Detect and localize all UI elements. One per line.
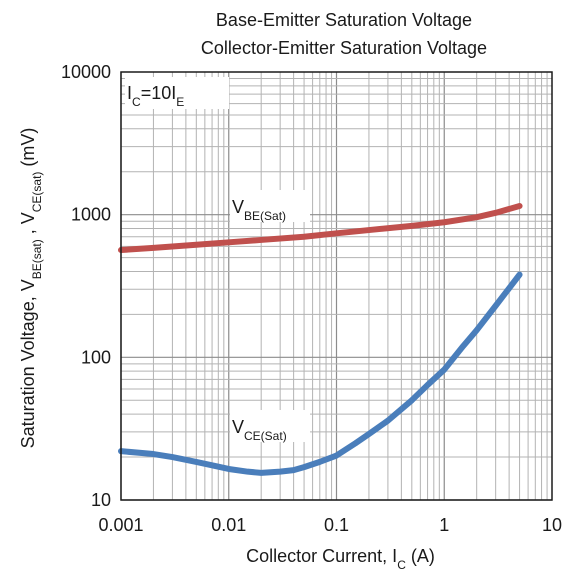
chart-title-line-1: Base-Emitter Saturation Voltage xyxy=(216,10,472,30)
annotations: IC=10IE VBE(Sat) VCE(Sat) xyxy=(125,77,310,443)
plot-frame xyxy=(120,71,553,501)
x-axis-label: Collector Current, IC (A) xyxy=(246,546,435,572)
grid-lines xyxy=(120,72,552,501)
y-axis-label: Saturation Voltage, VBE(sat) , VCE(sat) … xyxy=(18,128,44,449)
series-layer xyxy=(118,203,523,476)
vce-label-background xyxy=(230,410,310,442)
vbe-series-label: VBE(Sat) xyxy=(232,197,286,223)
y-tick-label: 10 xyxy=(91,490,111,510)
x-tick-label: 0.1 xyxy=(324,515,349,535)
chart-title-line-2: Collector-Emitter Saturation Voltage xyxy=(201,38,487,58)
chart-title: Base-Emitter Saturation Voltage Collecto… xyxy=(201,10,487,58)
x-tick-label: 0.01 xyxy=(211,515,246,535)
y-tick-label: 1000 xyxy=(71,205,111,225)
vbe-label-background xyxy=(230,190,310,222)
x-tick-label: 0.001 xyxy=(98,515,143,535)
y-tick-label: 10000 xyxy=(61,62,111,82)
tick-labels: 0.001 0.01 0.1 1 10 10 100 1000 10000 xyxy=(61,62,562,535)
x-tick-label: 1 xyxy=(439,515,449,535)
y-tick-label: 100 xyxy=(81,347,111,367)
condition-label: IC=10IE xyxy=(127,83,184,109)
series-line-vbe-sat xyxy=(118,203,523,254)
vce-series-label: VCE(Sat) xyxy=(232,417,287,443)
x-tick-label: 10 xyxy=(542,515,562,535)
series-line-vce-sat xyxy=(118,271,523,476)
condition-label-background xyxy=(125,77,229,109)
